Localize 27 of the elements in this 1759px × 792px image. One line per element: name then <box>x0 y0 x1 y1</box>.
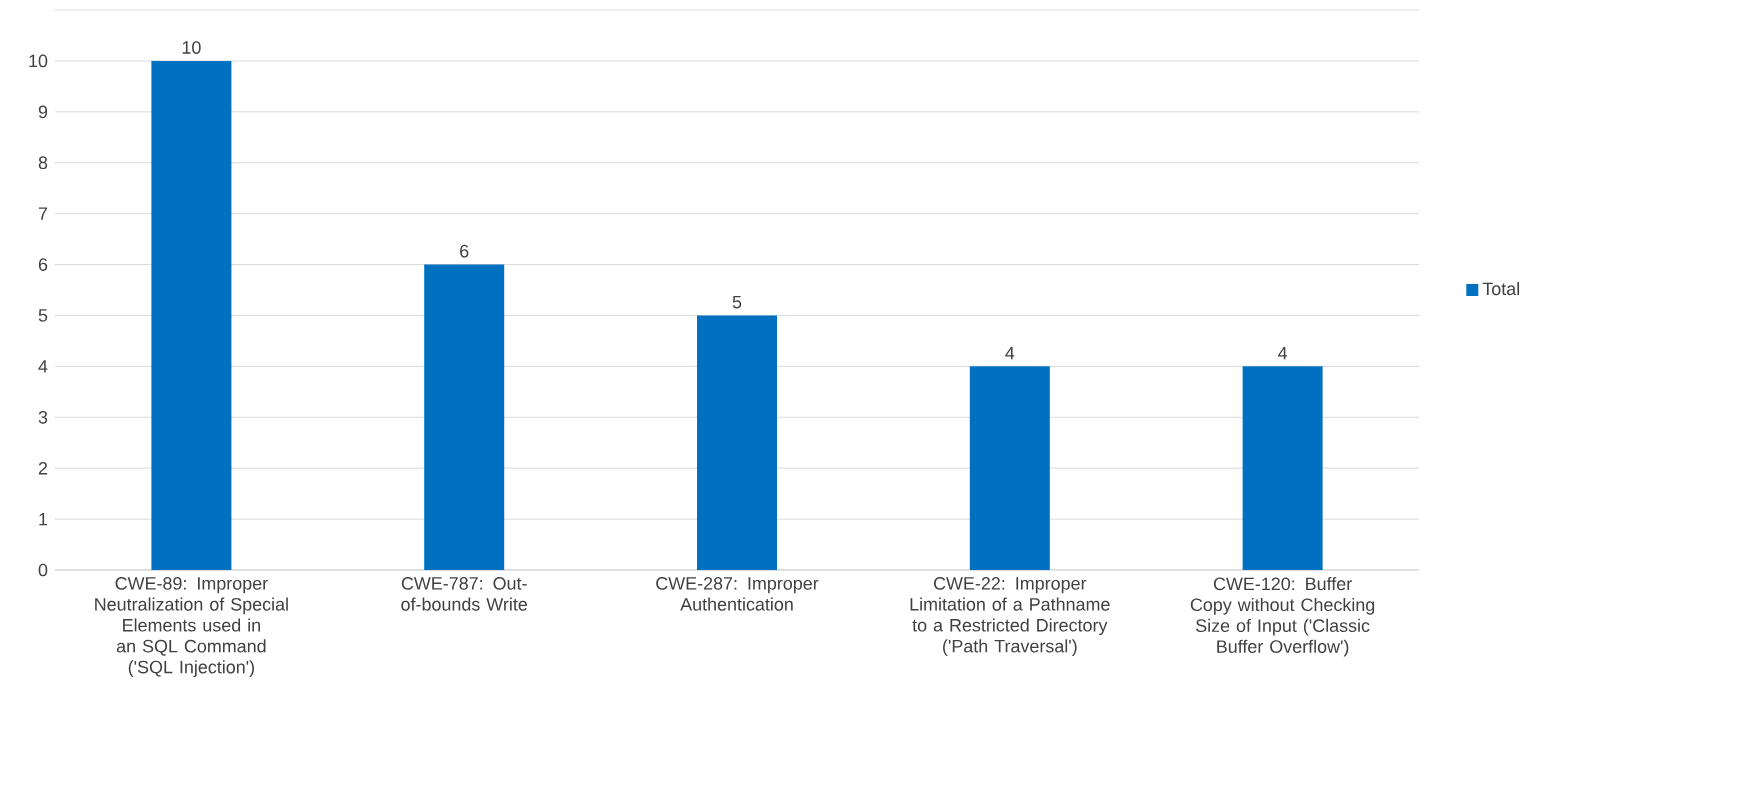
data-label: 5 <box>732 295 742 309</box>
y-tick-label: 8 <box>38 156 48 170</box>
data-label: 6 <box>460 244 469 258</box>
x-tick-label: CWE-89: Improper Neutralization of Special Elements used in an SQL Command ('SQL Injection') <box>95 577 288 677</box>
bar <box>697 315 778 570</box>
y-tick-label: 6 <box>38 258 48 271</box>
data-label: 4 <box>1005 346 1015 360</box>
bar <box>424 264 505 570</box>
bar <box>151 60 232 570</box>
bar <box>1242 366 1323 570</box>
y-tick-label: 0 <box>38 563 48 577</box>
legend-label: Total <box>1482 282 1519 296</box>
x-tick-label: CWE-787: Out-of-bounds Write <box>401 577 528 611</box>
x-tick-label: CWE-120: Buffer Copy without Checking Size of Input ('Classic Buffer Overflow') <box>1190 577 1375 657</box>
x-tick-label: CWE-287: Improper Authentication <box>656 577 819 611</box>
y-tick-label: 2 <box>38 461 48 475</box>
data-label: 10 <box>182 41 201 54</box>
y-tick-label: 3 <box>38 410 48 424</box>
y-tick-label: 9 <box>38 105 48 119</box>
x-tick-label: CWE-22: Improper Limitation of a Pathname to a Restricted Directory ('Path Traversal') <box>910 577 1110 657</box>
y-tick-label: 7 <box>38 207 48 220</box>
y-tick-label: 10 <box>29 54 48 68</box>
y-tick-label: 1 <box>39 512 48 526</box>
y-tick-label: 5 <box>38 309 48 322</box>
y-tick-label: 4 <box>38 360 48 373</box>
data-label: 4 <box>1278 346 1288 360</box>
bar <box>969 366 1050 570</box>
